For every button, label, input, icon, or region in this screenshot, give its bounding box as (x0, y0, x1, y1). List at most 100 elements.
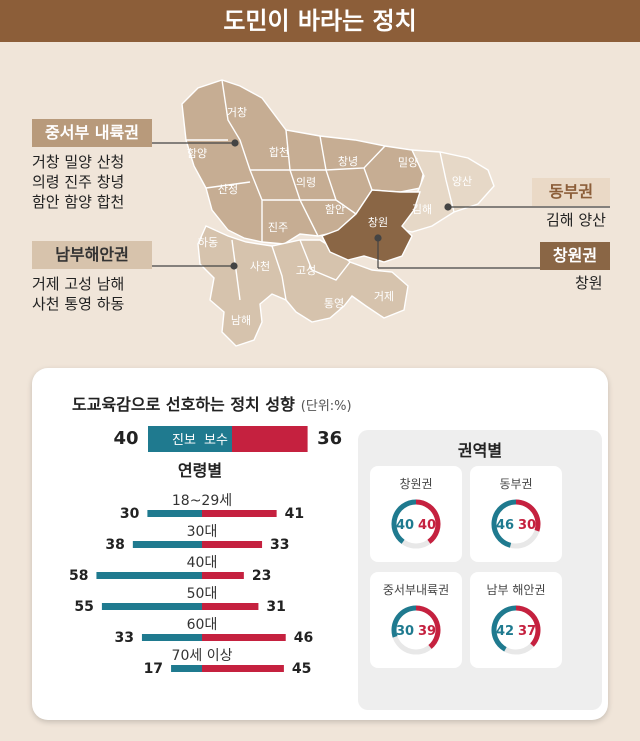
age-title: 연령별 (178, 461, 222, 480)
age-conservative-bar (202, 603, 259, 610)
donut-conservative-arc (515, 605, 541, 647)
towns-line: 김해 양산 (546, 211, 606, 229)
age-category-label: 18~29세 (172, 493, 232, 509)
age-progressive-value: 58 (69, 568, 88, 584)
regional-card-title: 남부 해안권 (486, 583, 545, 597)
map-label-11: 진주 (268, 221, 288, 234)
page-title: 도민이 바라는 정치 (223, 7, 417, 35)
donut-conservative-value: 37 (518, 624, 536, 639)
age-category-label: 40대 (187, 555, 218, 571)
map-label-6: 양산 (452, 175, 472, 188)
age-conservative-bar (202, 634, 286, 641)
age-conservative-value: 31 (266, 599, 285, 615)
region-label-changwon: 창원권 (540, 242, 610, 270)
regional-card-title: 창원권 (399, 477, 432, 491)
age-conservative-value: 46 (294, 630, 313, 646)
age-progressive-bar (132, 541, 202, 548)
overall-progressive-label: 진보 (172, 433, 196, 448)
donut-progressive-value: 42 (496, 624, 514, 639)
donut-progressive-arc (491, 499, 517, 548)
towns-line: 함안 함양 합천 (32, 193, 125, 211)
overall-progressive-bar (148, 426, 232, 452)
regional-card (370, 466, 462, 562)
region-label-west: 중서부 내륙권 (32, 119, 152, 147)
overall-conservative-value: 36 (317, 428, 342, 449)
age-conservative-bar (202, 541, 263, 548)
map-label-14: 고성 (296, 264, 316, 277)
age-conservative-bar (202, 665, 284, 672)
age-progressive-bar (141, 634, 202, 641)
map-label-17: 남해 (231, 313, 251, 327)
age-progressive-bar (147, 510, 202, 517)
towns-line: 거제 고성 남해 (32, 275, 125, 293)
map-label-8: 김해 (412, 202, 432, 216)
age-progressive-value: 55 (74, 599, 93, 615)
map-label-16: 통영 (324, 297, 344, 310)
towns-line: 창원 (575, 274, 603, 292)
age-conservative-value: 41 (285, 506, 304, 522)
age-progressive-bar (101, 603, 202, 610)
map-label-15: 거제 (374, 290, 394, 303)
donut-conservative-value: 40 (418, 518, 436, 533)
map-label-1: 함양 (187, 147, 207, 160)
map-label-13: 사천 (250, 259, 270, 273)
age-conservative-bar (202, 572, 244, 579)
donut-progressive-arc (391, 499, 417, 544)
age-category-label: 30대 (187, 524, 218, 540)
donut-progressive-value: 30 (396, 624, 414, 639)
region-towns-changwon: 창원 (575, 273, 603, 293)
overall-bar: 40 진보 보수 36 (113, 426, 342, 452)
age-progressive-value: 17 (144, 661, 163, 677)
age-category-label: 70세 이상 (172, 648, 233, 664)
donut-conservative-arc (415, 499, 441, 544)
map-label-5: 밀양 (398, 156, 418, 169)
donut-conservative-value: 39 (418, 624, 436, 639)
age-conservative-value: 23 (252, 568, 271, 584)
map-label-0: 거창 (227, 106, 247, 119)
regional-card-title: 중서부내륙권 (383, 583, 449, 597)
donut-progressive-arc (491, 605, 517, 652)
donut-conservative-arc (515, 499, 541, 532)
map-label-7: 의령 (296, 176, 316, 189)
regional-card (370, 572, 462, 668)
region-label-east: 동부권 (532, 178, 610, 206)
region-towns-south: 거제 고성 남해 사천 통영 하동 (32, 274, 124, 314)
donut-conservative-arc (415, 605, 441, 649)
age-conservative-bar (202, 510, 277, 517)
chart-card: 도교육감으로 선호하는 정치 성향 (단위:%) 40 진보 보수 36 연령별 … (32, 368, 608, 720)
map-region-changwon (321, 189, 421, 263)
regional-card (470, 466, 562, 562)
age-progressive-value: 33 (114, 630, 133, 646)
age-progressive-value: 38 (105, 537, 124, 553)
map-leader-lines (152, 139, 610, 270)
donut-conservative-value: 30 (518, 518, 536, 533)
map-label-3: 산청 (218, 183, 238, 196)
map-region-south (197, 225, 409, 347)
age-conservative-value: 45 (292, 661, 311, 677)
map-label-12: 하동 (198, 235, 218, 249)
age-bars: 18~29세 30 41 30대 38 33 40대 58 23 50대 55 31 60대 33 46 70… (69, 493, 313, 677)
age-progressive-value: 30 (120, 506, 140, 522)
overall-progressive-value: 40 (113, 428, 138, 449)
region-towns-west: 거창 밀양 산청 의령 진주 창녕 함안 함양 합천 (32, 152, 124, 212)
overall-conservative-bar (232, 426, 308, 452)
map-label-2: 합천 (269, 145, 289, 159)
donut-progressive-value: 46 (496, 518, 514, 533)
regional-title: 권역별 (458, 441, 502, 460)
age-progressive-bar (171, 665, 202, 672)
map-label-4: 창녕 (338, 155, 358, 168)
survey-chart: 도교육감으로 선호하는 정치 성향 (단위:%) 40 진보 보수 36 연령별 … (69, 395, 602, 710)
age-category-label: 60대 (187, 617, 218, 633)
regional-donuts: 창원권 40 40 동부권 46 30 중서부내륙권 30 39 남부 해안권 42 37 (370, 466, 562, 668)
towns-line: 의령 진주 창녕 (32, 173, 125, 191)
map-borders (186, 79, 455, 301)
map-label-10: 창원 (368, 216, 388, 229)
donut-progressive-value: 40 (396, 518, 414, 533)
towns-line: 사천 통영 하동 (32, 295, 125, 313)
region-label-south: 남부해안권 (32, 241, 152, 269)
age-category-label: 50대 (187, 586, 218, 602)
regional-card (470, 572, 562, 668)
chart-title: 도교육감으로 선호하는 정치 성향 (단위:%) (72, 395, 352, 414)
regional-card-title: 동부권 (499, 477, 532, 491)
